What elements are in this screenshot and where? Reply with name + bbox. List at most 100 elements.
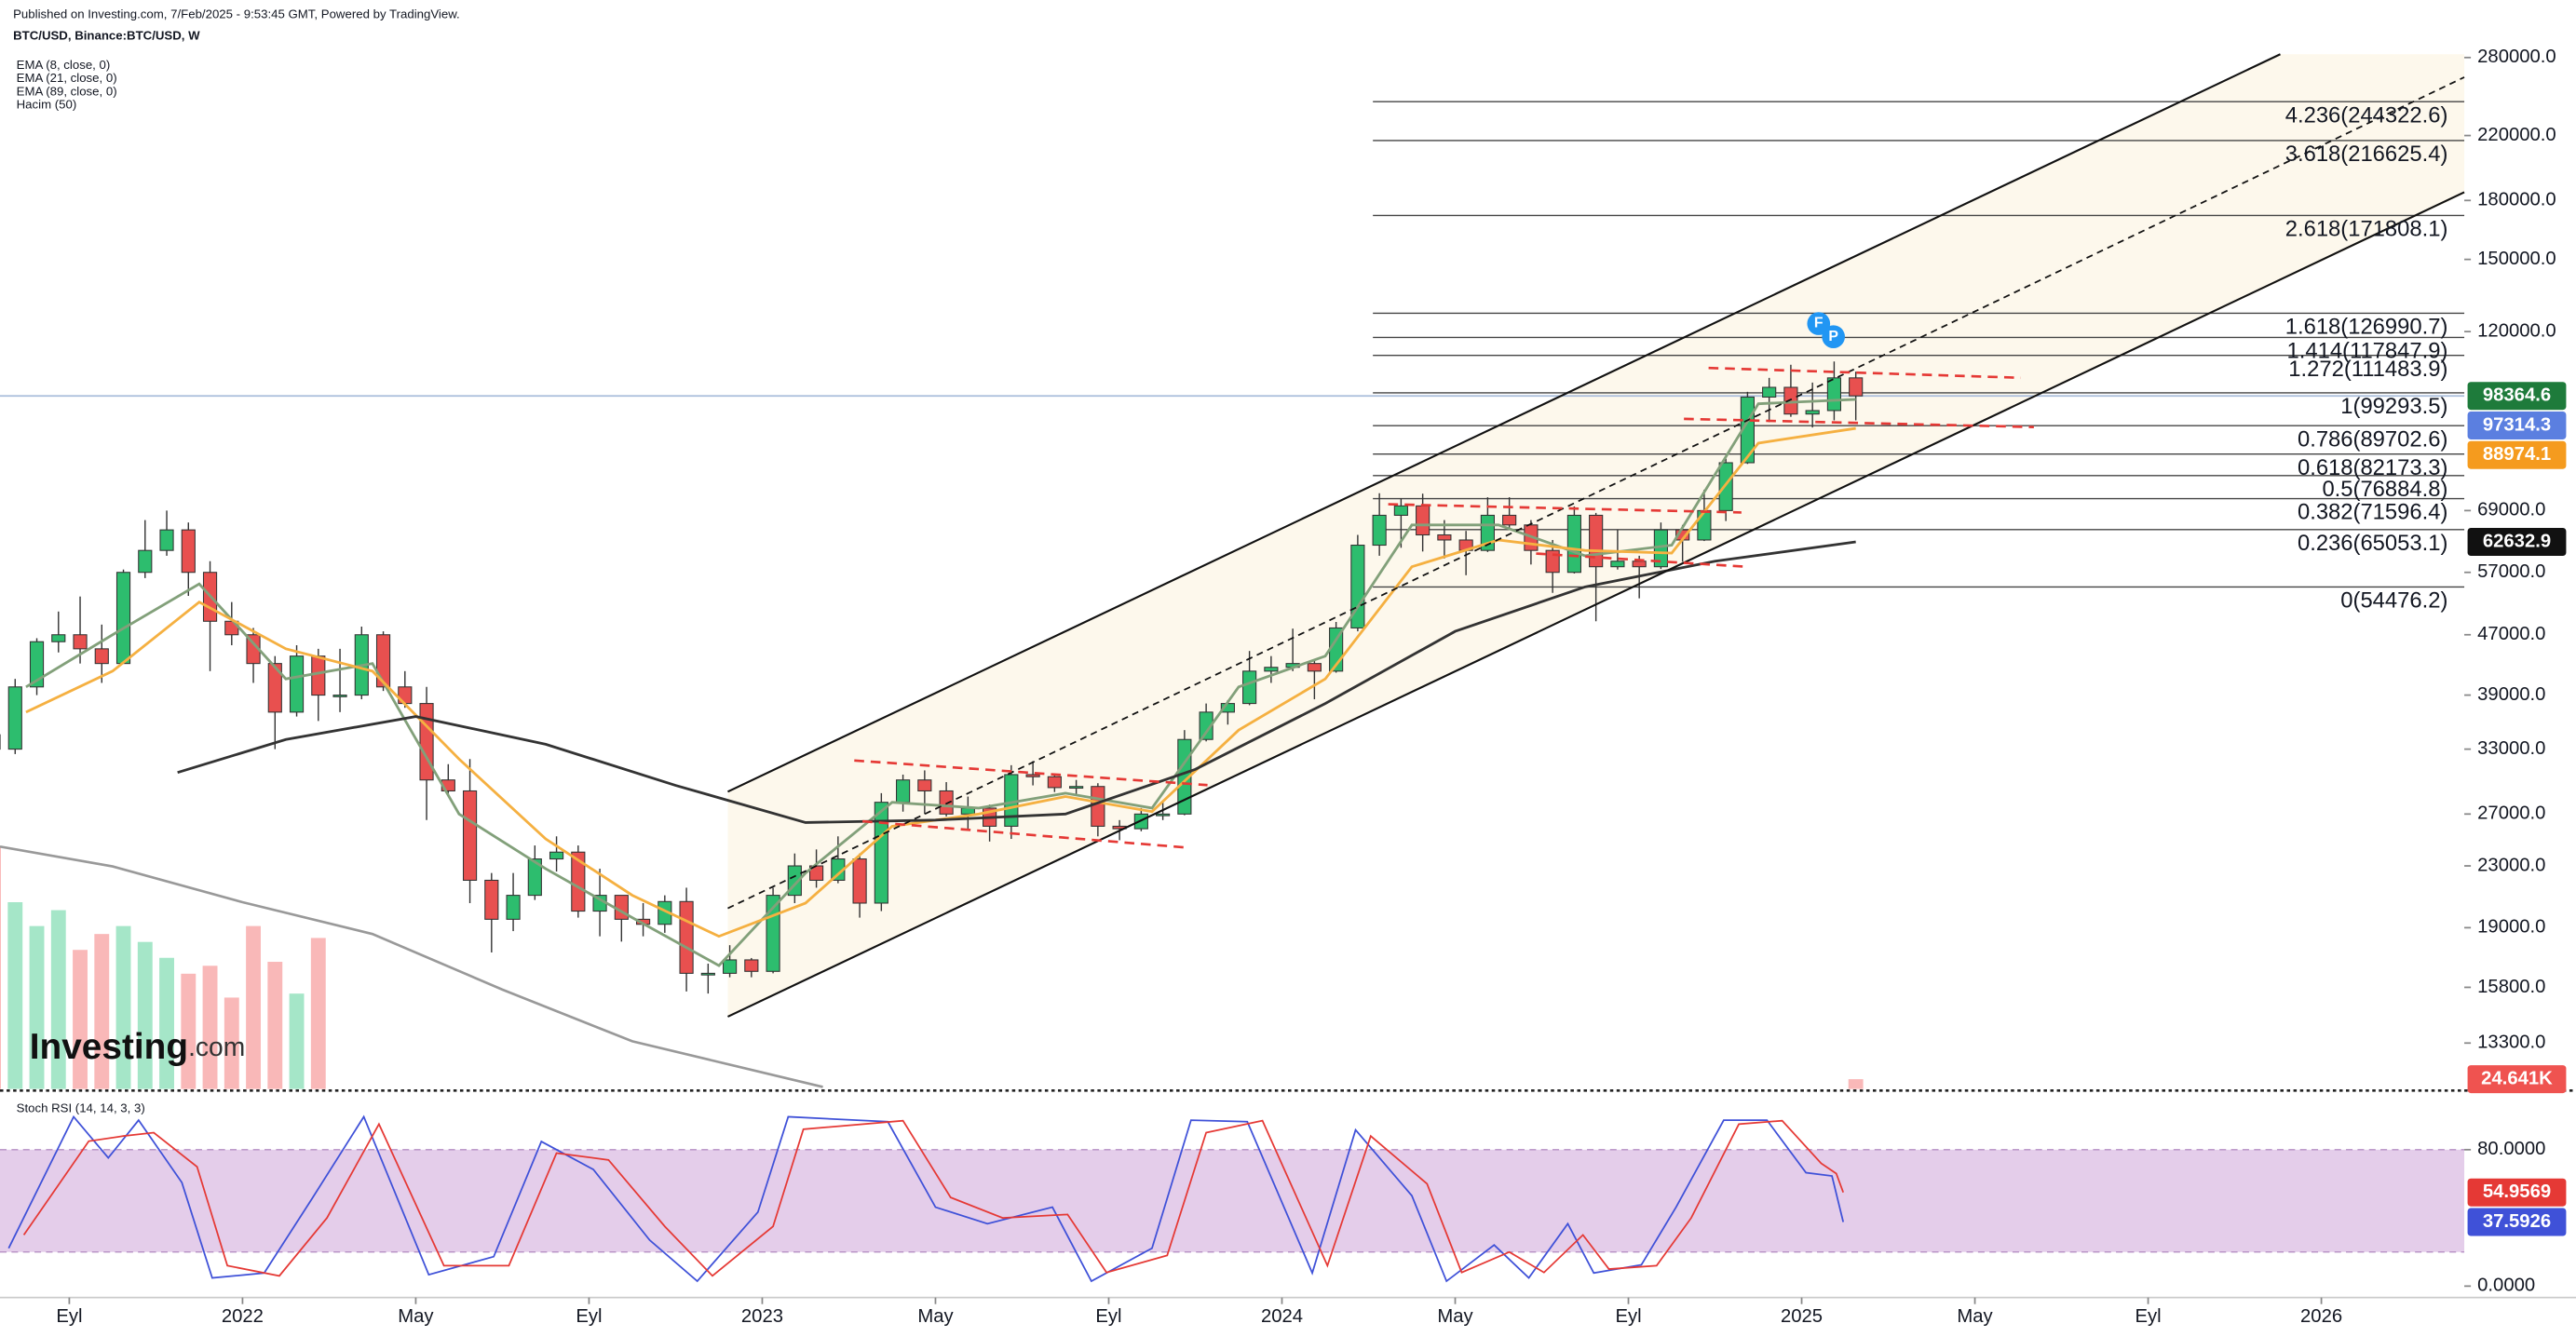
fib-label: 0.382(71596.4) bbox=[2298, 500, 2447, 525]
fib-label: 1.272(111483.9) bbox=[2288, 357, 2447, 382]
candle-body bbox=[1502, 514, 1517, 526]
level-line bbox=[1536, 552, 1745, 568]
event-label: P bbox=[1828, 329, 1838, 344]
y-tick-label: 0.0000 bbox=[2477, 1276, 2535, 1296]
volume-bar bbox=[94, 934, 110, 1089]
fib-label: 1(99293.5) bbox=[2340, 394, 2447, 419]
event-icon[interactable] bbox=[1822, 325, 1846, 349]
price-tag-label: 62632.9 bbox=[2483, 531, 2551, 551]
channel-lower bbox=[727, 191, 2465, 1018]
candle-body bbox=[1416, 505, 1430, 536]
volume-bar bbox=[7, 902, 23, 1089]
y-tick-label: 47000.0 bbox=[2477, 624, 2545, 644]
fib-label: 0.236(65053.1) bbox=[2298, 531, 2447, 556]
candle-body bbox=[462, 790, 478, 881]
x-tick-label: Eyl bbox=[1615, 1306, 1641, 1327]
candle-body bbox=[267, 663, 282, 713]
candle-body bbox=[1242, 670, 1257, 705]
x-tick-label: 2026 bbox=[2300, 1306, 2342, 1327]
indicator-tag bbox=[2467, 1208, 2567, 1236]
candle-body bbox=[73, 634, 88, 650]
candle-body bbox=[1069, 786, 1084, 790]
event-icon[interactable] bbox=[1807, 312, 1831, 335]
fib-label: 1.618(126990.7) bbox=[2285, 315, 2448, 340]
candle-body bbox=[51, 634, 66, 642]
candle-body bbox=[1718, 462, 1733, 511]
candle-body bbox=[1047, 776, 1062, 789]
volume-bar bbox=[289, 993, 305, 1089]
volume-bar bbox=[310, 938, 326, 1089]
volume-bar bbox=[73, 950, 88, 1089]
candle-body bbox=[1783, 386, 1798, 415]
candle-body bbox=[1372, 514, 1387, 547]
candle-body bbox=[115, 572, 131, 665]
fib-label: 2.618(171808.1) bbox=[2285, 217, 2448, 242]
fib-label: 0.618(82173.3) bbox=[2298, 455, 2447, 480]
volume-bar bbox=[115, 925, 131, 1089]
candle-body bbox=[159, 529, 174, 551]
candle-body bbox=[29, 641, 45, 688]
candle-body bbox=[289, 655, 305, 713]
price-tag bbox=[2467, 382, 2567, 411]
plot bbox=[0, 101, 2465, 1283]
candle-body bbox=[1393, 505, 1408, 516]
candle-body bbox=[549, 851, 564, 860]
candle-body bbox=[571, 851, 586, 912]
candle-body bbox=[722, 959, 738, 974]
candle-body bbox=[1199, 711, 1213, 740]
y-tick-label: 23000.0 bbox=[2477, 855, 2545, 875]
candle-body bbox=[1632, 560, 1647, 568]
x-tick-label: 2025 bbox=[1781, 1306, 1823, 1327]
x-tick-label: May bbox=[1437, 1306, 1473, 1327]
legend-entry: Hacim (50) bbox=[17, 97, 77, 111]
x-tick-label: May bbox=[398, 1306, 434, 1327]
y-tick-label: 80.0000 bbox=[2477, 1139, 2545, 1159]
candle-body bbox=[700, 972, 715, 976]
volume-tag bbox=[2467, 1065, 2567, 1094]
candle-body bbox=[1025, 774, 1040, 777]
x-tick-label: 2023 bbox=[741, 1306, 783, 1327]
volume-bar bbox=[1848, 1079, 1864, 1089]
candle-body bbox=[917, 779, 932, 792]
fib-label: 0.5(76884.8) bbox=[2322, 477, 2447, 502]
candle-body bbox=[1589, 514, 1604, 568]
indicator-title: Stoch RSI (14, 14, 3, 3) bbox=[17, 1101, 145, 1114]
legend-entry: EMA (21, close, 0) bbox=[17, 71, 117, 85]
x-tick-label: Eyl bbox=[2135, 1306, 2161, 1327]
event-label: F bbox=[1814, 316, 1824, 331]
ema-line bbox=[25, 398, 1856, 967]
x-tick-label: Eyl bbox=[56, 1306, 82, 1327]
volume-tag-label: 24.641K bbox=[2481, 1068, 2553, 1088]
channel-mid bbox=[727, 76, 2465, 910]
volume-bar bbox=[181, 973, 197, 1089]
candle-body bbox=[614, 895, 629, 920]
candle-body bbox=[1805, 410, 1820, 415]
candle-body bbox=[181, 529, 196, 574]
y-tick-label: 57000.0 bbox=[2477, 561, 2545, 582]
x-tick-label: Eyl bbox=[1095, 1306, 1121, 1327]
candle-body bbox=[506, 895, 521, 920]
candle-body bbox=[939, 790, 954, 815]
price-tag-label: 97314.3 bbox=[2483, 414, 2551, 435]
x-tick-label: 2024 bbox=[1261, 1306, 1303, 1327]
candle-body bbox=[484, 879, 499, 920]
level-line bbox=[1684, 417, 2034, 429]
y-tick-label: 13300.0 bbox=[2477, 1033, 2545, 1053]
candle-body bbox=[1437, 533, 1452, 541]
volume-bar bbox=[50, 910, 66, 1089]
volume-bar bbox=[137, 941, 153, 1089]
level-line bbox=[1388, 503, 1742, 514]
y-tick-label: 280000.0 bbox=[2477, 47, 2556, 67]
price-tag bbox=[2467, 440, 2567, 469]
logo-suffix: .com bbox=[188, 1033, 245, 1062]
drawings-front: F P Published on Investing.com, 7/Feb/20… bbox=[0, 7, 2576, 1327]
volume-ma bbox=[0, 844, 823, 1088]
candle-body bbox=[332, 695, 347, 697]
y-tick-label: 180000.0 bbox=[2477, 190, 2556, 210]
candle-body bbox=[1307, 663, 1322, 672]
y-tick-label: 220000.0 bbox=[2477, 125, 2556, 145]
y-tick-label: 33000.0 bbox=[2477, 738, 2545, 759]
x-tick-label: Eyl bbox=[576, 1306, 602, 1327]
candle-body bbox=[94, 648, 109, 665]
